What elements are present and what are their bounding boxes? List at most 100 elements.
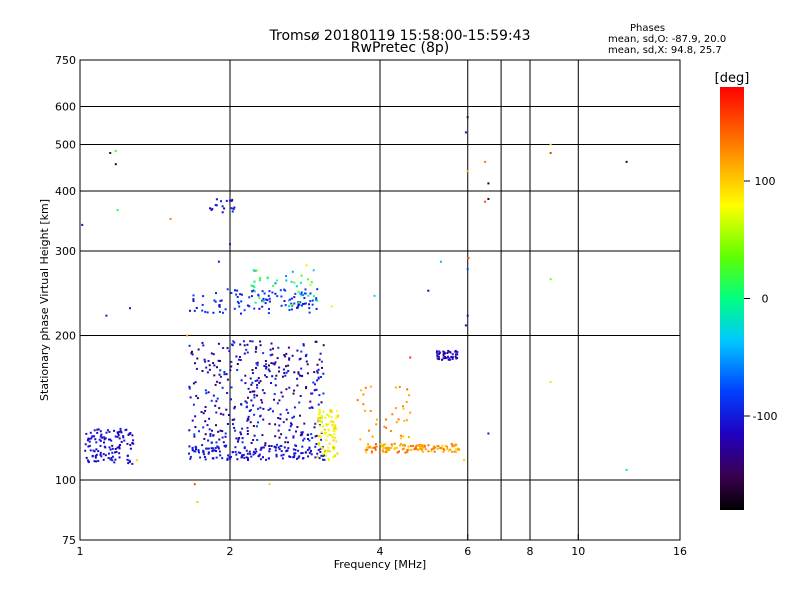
data-point [259,458,262,461]
data-point [245,348,248,351]
data-point [370,450,373,453]
data-point [208,368,211,371]
data-point [288,429,291,432]
data-point [285,408,288,411]
data-point [415,448,418,451]
data-point [436,447,439,450]
data-point [240,293,243,296]
data-point [129,307,131,310]
data-point [280,304,283,307]
data-point [214,300,217,303]
data-point [234,429,237,432]
data-point [625,468,628,471]
data-point [226,378,229,381]
data-point [375,445,378,448]
data-point [253,290,256,293]
data-point [188,445,191,448]
data-point [299,292,301,295]
data-point [221,457,224,460]
data-point [254,452,257,455]
data-point [116,209,119,212]
data-point [195,367,198,370]
data-point [270,382,272,384]
data-point [230,365,233,368]
data-point [320,415,323,417]
data-point [335,440,338,443]
data-point [107,457,110,459]
data-point [293,415,295,418]
data-point [207,447,210,450]
data-point [271,353,274,356]
data-point [240,312,242,315]
data-point [314,435,317,438]
data-point [285,418,288,421]
data-point [225,444,228,447]
data-point [318,444,321,447]
data-point [248,305,251,308]
data-point [196,357,199,360]
data-point [335,428,338,431]
data-point [251,390,254,393]
data-point [217,342,220,345]
data-point [369,385,372,388]
data-point [424,448,427,451]
data-point [430,450,433,452]
data-point [421,446,424,449]
data-point [391,445,394,448]
data-point [320,438,323,441]
data-point [302,439,305,442]
data-point [271,375,274,378]
data-point [203,358,206,361]
data-point [194,450,197,453]
data-point [100,455,103,458]
data-point [329,409,331,412]
data-point [246,430,249,433]
data-point [327,459,330,462]
data-point [266,277,269,280]
data-point [244,374,247,377]
data-point [270,362,273,365]
data-point [456,356,459,359]
data-point [420,443,423,446]
data-point [114,448,117,450]
data-point [446,352,449,354]
data-point [276,295,279,298]
data-point [268,483,271,486]
data-point [129,432,131,435]
data-point [330,410,333,413]
data-point [202,412,205,415]
data-point [265,298,268,301]
data-point [297,301,300,304]
data-point [287,411,290,414]
data-point [202,344,205,347]
data-point [308,439,311,442]
data-point [215,411,218,414]
data-point [91,454,94,457]
data-point [296,349,299,352]
data-point [102,453,105,456]
data-point [247,396,249,399]
data-point [320,454,323,457]
data-point [225,373,228,376]
data-point [120,431,123,434]
data-point [319,447,322,450]
data-point [419,446,421,449]
data-point [442,357,445,360]
data-point [95,448,98,451]
data-point [282,421,285,424]
data-point [374,443,377,446]
data-point [317,419,320,422]
data-point [228,414,230,416]
data-point [283,354,286,357]
data-point [250,442,253,444]
data-point [402,444,404,447]
data-point [467,257,470,260]
data-point [219,360,221,362]
data-point [194,426,197,428]
data-point [388,448,391,451]
data-point [118,445,121,448]
data-point [189,396,192,399]
data-point [320,431,323,434]
data-point [258,454,261,457]
data-point [305,264,308,267]
